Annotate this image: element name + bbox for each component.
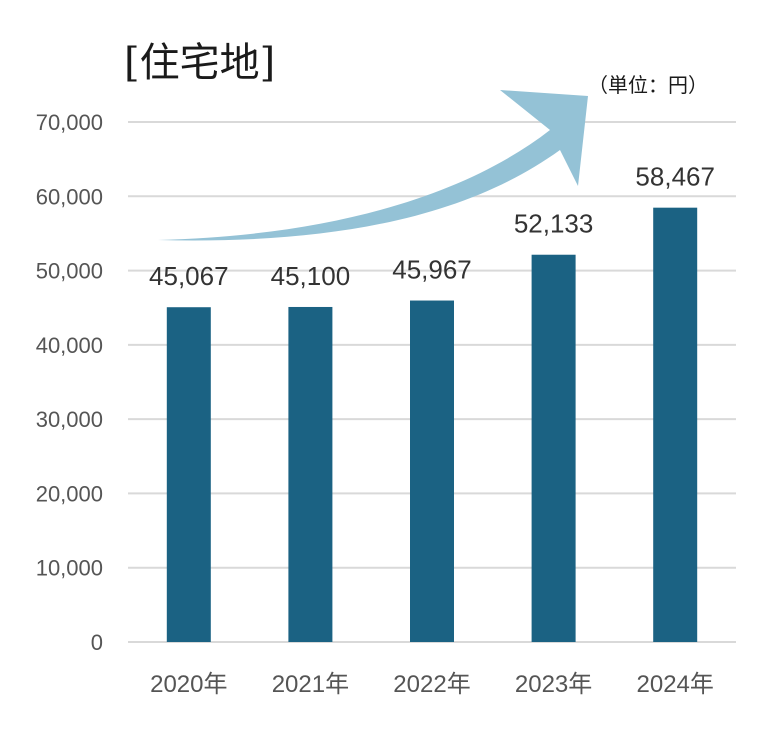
bar — [166, 307, 211, 642]
bar — [410, 300, 454, 642]
data-label: 45,067 — [149, 261, 229, 291]
x-tick-label: 2024年 — [637, 671, 714, 698]
y-tick-label: 20,000 — [36, 481, 103, 506]
x-axis-ticks: 2020年 2021年 2022年 2023年 2024年 — [150, 671, 714, 698]
data-label: 45,100 — [271, 261, 351, 291]
y-tick-label: 30,000 — [36, 407, 103, 432]
data-label: 52,133 — [514, 209, 594, 239]
bar — [653, 207, 698, 643]
y-tick-label: 10,000 — [36, 556, 103, 581]
x-tick-label: 2021年 — [272, 671, 349, 698]
x-tick-label: 2022年 — [393, 671, 470, 698]
chart-title: [住宅地] — [124, 40, 275, 86]
data-label: 45,967 — [392, 255, 472, 285]
y-tick-label: 50,000 — [36, 259, 103, 284]
x-tick-label: 2023年 — [515, 671, 592, 698]
y-tick-label: 0 — [91, 630, 103, 655]
unit-label: （単位：円） — [588, 73, 708, 97]
bars — [166, 207, 698, 643]
data-label: 58,467 — [635, 162, 715, 192]
y-tick-label: 60,000 — [36, 184, 103, 209]
trend-arrow — [158, 90, 588, 241]
bar — [531, 254, 576, 642]
x-tick-label: 2020年 — [150, 671, 227, 698]
bar — [288, 306, 333, 642]
y-tick-label: 40,000 — [36, 333, 103, 358]
data-labels: 45,067 45,100 45,967 52,133 58,467 — [149, 162, 715, 292]
y-axis-ticks: 0 10,000 20,000 30,000 40,000 50,000 60,000 70,… — [36, 110, 103, 655]
y-tick-label: 70,000 — [36, 110, 103, 135]
